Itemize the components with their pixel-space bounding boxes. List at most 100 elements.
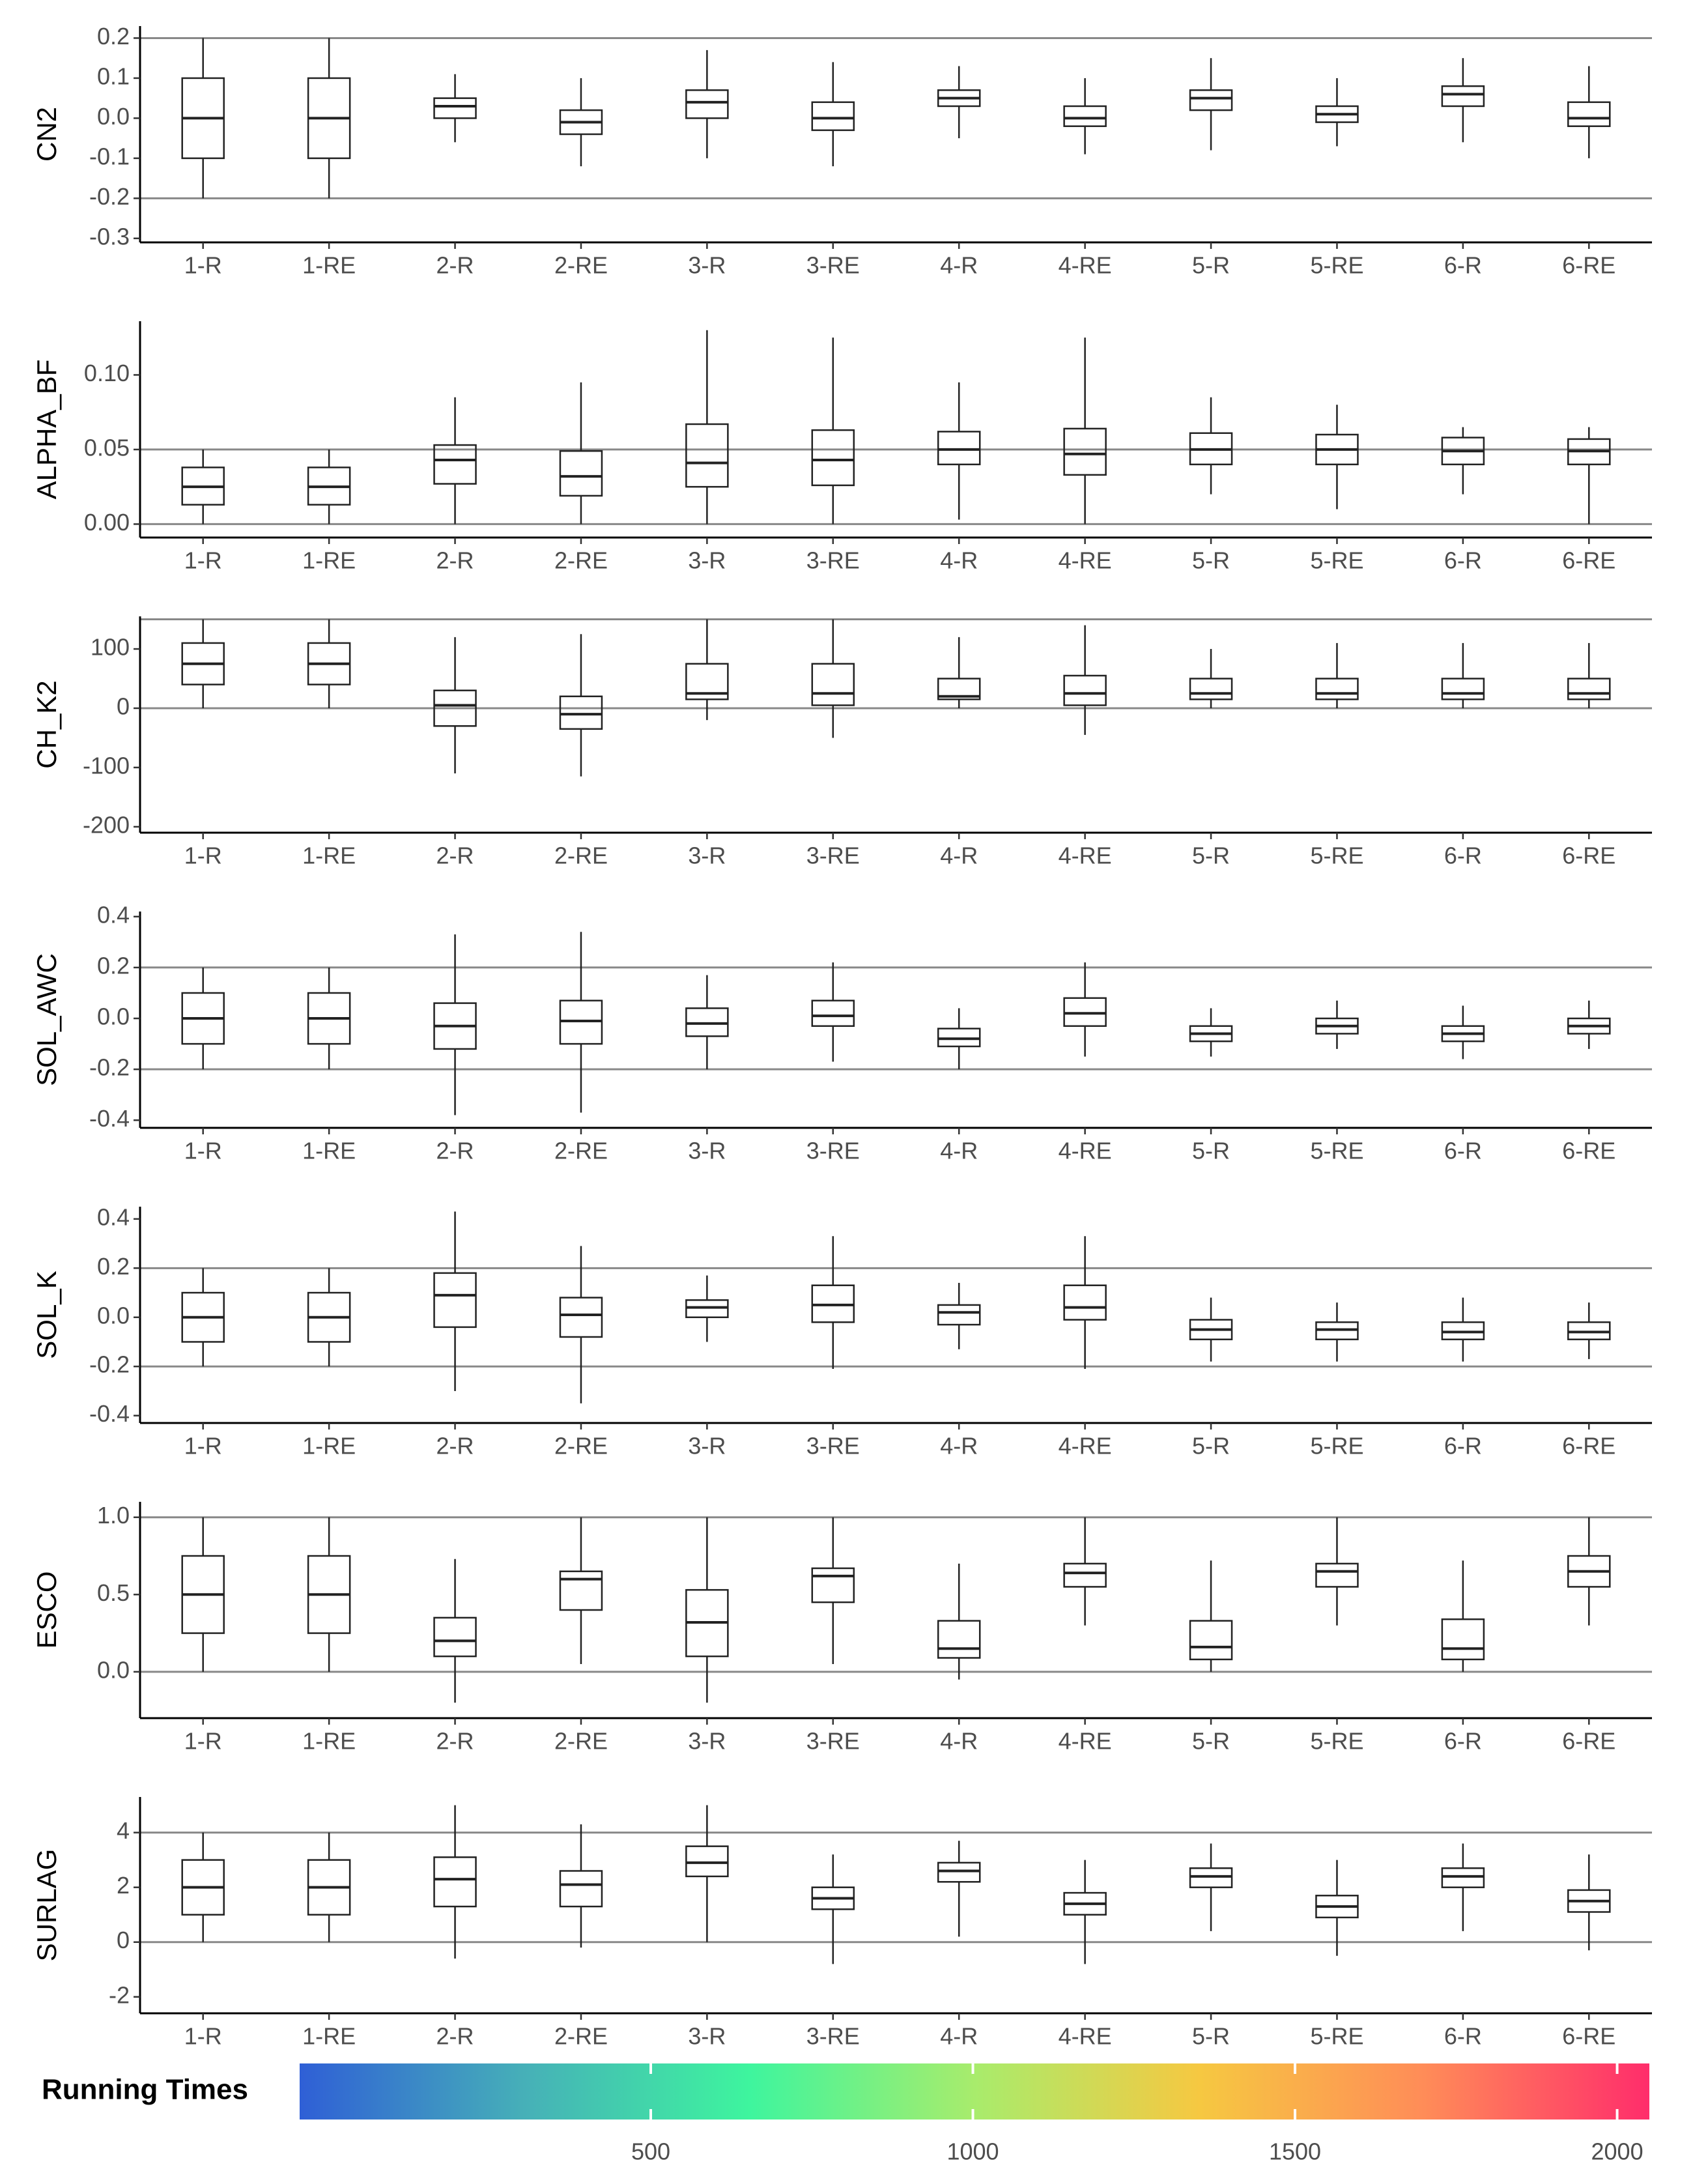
box bbox=[685, 89, 729, 119]
y-tick-label: -100 bbox=[83, 752, 130, 779]
x-tick-label: 6-R bbox=[1444, 2023, 1482, 2050]
x-tick-label: 3-R bbox=[688, 547, 726, 574]
box bbox=[685, 663, 729, 700]
box bbox=[811, 1567, 855, 1603]
x-tick-label: 1-R bbox=[184, 547, 222, 574]
x-tick-label: 3-RE bbox=[806, 1433, 860, 1459]
box bbox=[811, 663, 855, 706]
box bbox=[937, 678, 981, 700]
x-tick-label: 1-R bbox=[184, 1728, 222, 1755]
box bbox=[685, 1845, 729, 1878]
box bbox=[811, 101, 855, 132]
x-tick-label: 5-RE bbox=[1310, 1433, 1363, 1459]
x-tick-label: 3-RE bbox=[806, 1138, 860, 1164]
y-tick-label: -2 bbox=[109, 1981, 130, 2008]
x-tick-label: 6-R bbox=[1444, 1433, 1482, 1459]
box bbox=[1063, 427, 1107, 476]
box bbox=[1063, 1284, 1107, 1321]
y-tick-label: 0.2 bbox=[97, 1253, 130, 1280]
x-tick-label: 3-RE bbox=[806, 252, 860, 279]
x-tick-label: 3-RE bbox=[806, 842, 860, 869]
box bbox=[811, 429, 855, 487]
x-tick-label: 5-RE bbox=[1310, 842, 1363, 869]
x-tick-label: 2-R bbox=[436, 1433, 474, 1459]
x-tick-label: 5-RE bbox=[1310, 2023, 1363, 2050]
x-tick-label: 5-R bbox=[1192, 1433, 1230, 1459]
x-tick-label: 1-R bbox=[184, 842, 222, 869]
x-tick-label: 6-RE bbox=[1562, 1433, 1615, 1459]
x-tick-label: 2-RE bbox=[554, 252, 608, 279]
x-tick-label: 5-R bbox=[1192, 547, 1230, 574]
x-tick-label: 4-R bbox=[940, 2023, 978, 2050]
x-tick-label: 4-R bbox=[940, 547, 978, 574]
x-tick-label: 4-R bbox=[940, 1433, 978, 1459]
x-tick-label: 1-RE bbox=[302, 252, 356, 279]
box bbox=[559, 695, 603, 730]
box bbox=[1441, 1867, 1485, 1888]
box bbox=[1441, 678, 1485, 700]
x-tick-label: 1-RE bbox=[302, 547, 356, 574]
box bbox=[1063, 1562, 1107, 1588]
x-tick-label: 5-RE bbox=[1310, 252, 1363, 279]
x-tick-label: 1-RE bbox=[302, 1138, 356, 1164]
y-tick-label: 0.00 bbox=[84, 509, 130, 536]
y-tick-label: -0.1 bbox=[89, 143, 130, 169]
y-tick-label: -0.2 bbox=[89, 1351, 130, 1378]
box bbox=[1315, 678, 1359, 700]
box bbox=[1315, 1562, 1359, 1588]
y-axis-title: SOL_AWC bbox=[31, 953, 62, 1086]
box bbox=[1189, 1867, 1233, 1888]
x-tick-label: 1-R bbox=[184, 1138, 222, 1164]
y-tick-label: 0.1 bbox=[97, 63, 130, 89]
box bbox=[685, 423, 729, 488]
box bbox=[559, 1570, 603, 1611]
y-tick-label: 0.05 bbox=[84, 434, 130, 461]
y-axis-title: ESCO bbox=[31, 1571, 62, 1648]
x-tick-label: 3-R bbox=[688, 252, 726, 279]
y-tick-label: 0.0 bbox=[97, 1656, 130, 1683]
y-tick-label: 0.2 bbox=[97, 952, 130, 979]
x-tick-label: 1-RE bbox=[302, 2023, 356, 2050]
y-tick-label: 4 bbox=[117, 1817, 130, 1844]
x-tick-label: 2-R bbox=[436, 252, 474, 279]
y-tick-label: 2 bbox=[117, 1872, 130, 1899]
x-tick-label: 4-RE bbox=[1059, 1138, 1112, 1164]
x-tick-label: 5-R bbox=[1192, 2023, 1230, 2050]
box bbox=[1189, 89, 1233, 111]
x-tick-label: 4-RE bbox=[1059, 842, 1112, 869]
x-tick-label: 4-R bbox=[940, 842, 978, 869]
y-tick-label: -0.2 bbox=[89, 183, 130, 210]
x-tick-label: 3-RE bbox=[806, 2023, 860, 2050]
x-tick-label: 6-R bbox=[1444, 1138, 1482, 1164]
x-tick-label: 6-RE bbox=[1562, 252, 1615, 279]
x-tick-label: 6-RE bbox=[1562, 547, 1615, 574]
y-tick-label: -0.4 bbox=[89, 1105, 130, 1132]
x-tick-label: 1-RE bbox=[302, 842, 356, 869]
y-tick-label: -0.2 bbox=[89, 1054, 130, 1081]
y-tick-label: 0.2 bbox=[97, 23, 130, 50]
y-tick-label: 1.0 bbox=[97, 1502, 130, 1529]
x-tick-label: 5-R bbox=[1192, 842, 1230, 869]
y-axis-title: SURLAG bbox=[31, 1849, 62, 1962]
box bbox=[1189, 678, 1233, 700]
x-tick-label: 5-R bbox=[1192, 1138, 1230, 1164]
x-tick-label: 6-R bbox=[1444, 1728, 1482, 1755]
x-tick-label: 3-R bbox=[688, 2023, 726, 2050]
colorbar bbox=[300, 2063, 1649, 2119]
x-tick-label: 1-R bbox=[184, 2023, 222, 2050]
x-tick-label: 4-R bbox=[940, 1138, 978, 1164]
x-tick-label: 3-R bbox=[688, 1138, 726, 1164]
y-tick-label: 0 bbox=[117, 693, 130, 720]
colorbar-tick-label: 1500 bbox=[1269, 2138, 1321, 2165]
box bbox=[433, 1272, 477, 1329]
y-axis-title: CN2 bbox=[31, 107, 62, 162]
box bbox=[559, 1297, 603, 1338]
x-tick-label: 2-R bbox=[436, 1728, 474, 1755]
y-tick-label: 0.0 bbox=[97, 1302, 130, 1329]
box bbox=[937, 1861, 981, 1883]
x-tick-label: 6-R bbox=[1444, 547, 1482, 574]
x-tick-label: 2-RE bbox=[554, 2023, 608, 2050]
x-tick-label: 3-R bbox=[688, 1728, 726, 1755]
x-tick-label: 2-RE bbox=[554, 1138, 608, 1164]
